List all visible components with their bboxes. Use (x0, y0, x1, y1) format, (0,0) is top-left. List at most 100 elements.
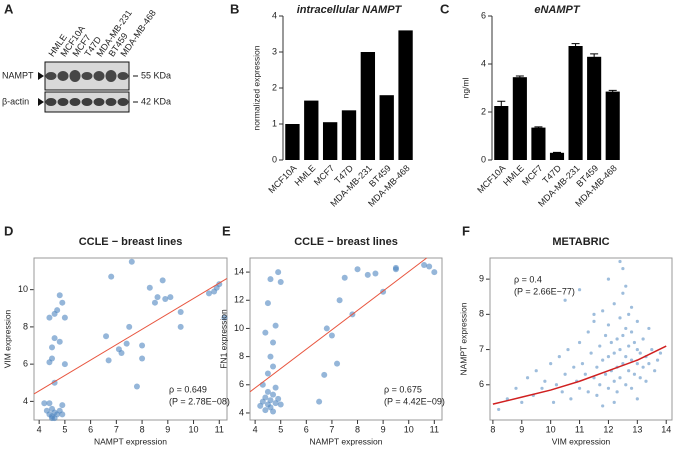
point (638, 351, 642, 355)
point (334, 360, 341, 367)
point (272, 322, 279, 329)
point (629, 305, 634, 309)
point (128, 258, 135, 265)
point (364, 271, 371, 278)
error-bar (515, 75, 524, 79)
x-tick-label: 8 (140, 424, 145, 434)
x-tick-label: 8 (490, 424, 495, 434)
y-tick-label: 6 (479, 379, 484, 389)
point (618, 259, 622, 264)
band (57, 98, 69, 106)
point (615, 337, 619, 341)
point (603, 372, 608, 376)
point (598, 344, 602, 348)
x-tick-label: MCF7 (312, 163, 336, 187)
chart-title: eNAMPT (534, 4, 581, 16)
point (624, 326, 628, 331)
bar (341, 110, 357, 160)
y-tick-label: 8 (23, 321, 28, 331)
point (601, 358, 605, 362)
band (105, 70, 117, 82)
x-tick-label: 8 (355, 424, 360, 434)
point (108, 273, 115, 280)
x-tick-label: HMLE (293, 163, 318, 188)
point (589, 351, 593, 355)
bar (531, 127, 546, 160)
point (606, 386, 611, 390)
point (577, 288, 582, 292)
point (139, 355, 146, 362)
chart-title: intracellular NAMPT (297, 4, 403, 16)
point (270, 391, 277, 398)
point (595, 365, 599, 369)
error-bar (590, 53, 599, 61)
point (650, 347, 654, 352)
x-tick-label: 4 (37, 424, 42, 434)
point (615, 390, 619, 394)
y-tick-label: 8 (239, 351, 244, 361)
point (323, 325, 330, 332)
point (277, 278, 284, 285)
band (93, 71, 105, 81)
error-bar (608, 89, 617, 94)
y-tick-label: 4 (239, 407, 244, 417)
x-tick-label: 7 (114, 424, 119, 434)
y-axis-label: ng/ml (460, 78, 470, 99)
panel-letter: B (230, 1, 239, 16)
band (45, 72, 57, 80)
point (316, 398, 323, 405)
x-tick-label: 10 (189, 424, 199, 434)
point (592, 319, 596, 323)
x-tick-label: 11 (430, 424, 439, 434)
point (514, 386, 518, 390)
y-tick-label: 4 (23, 396, 28, 406)
y-tick-label: 7 (479, 344, 484, 354)
point (621, 291, 625, 295)
point (392, 264, 399, 271)
point (577, 340, 582, 345)
x-tick-label: 4 (253, 424, 258, 434)
point (621, 333, 625, 338)
point (277, 401, 284, 408)
point (264, 300, 271, 307)
point (647, 362, 651, 366)
point (54, 307, 61, 314)
bar (605, 91, 620, 160)
point (563, 298, 567, 302)
point (580, 362, 585, 366)
point (566, 347, 570, 352)
point (560, 390, 564, 394)
panel-letter: A (4, 1, 14, 16)
y-tick-label: 14 (234, 266, 244, 276)
annotation: (P = 4.42E−09) (384, 396, 445, 406)
point (49, 355, 56, 362)
point (632, 340, 637, 345)
point (653, 369, 657, 373)
x-tick-label: 10 (546, 424, 556, 434)
chart-title: METABRIC (552, 236, 609, 248)
point (431, 269, 438, 276)
row-arrow (38, 98, 44, 106)
band (117, 98, 129, 106)
annotation: ρ = 0.675 (384, 384, 422, 394)
point (618, 347, 622, 352)
point (595, 393, 599, 397)
point (598, 383, 602, 387)
point (49, 344, 56, 351)
point (167, 294, 174, 301)
bar (549, 152, 565, 160)
point (632, 372, 637, 376)
point (177, 323, 184, 330)
point (133, 383, 140, 390)
point (601, 309, 605, 313)
plot-frame (489, 257, 673, 421)
chart-title: CCLE − breast lines (79, 236, 183, 248)
point (627, 312, 631, 316)
point (601, 404, 605, 408)
fit-line (33, 278, 228, 395)
size-label: 55 KDa (141, 70, 171, 80)
point (635, 362, 639, 366)
point (46, 314, 53, 321)
bar (587, 56, 602, 160)
